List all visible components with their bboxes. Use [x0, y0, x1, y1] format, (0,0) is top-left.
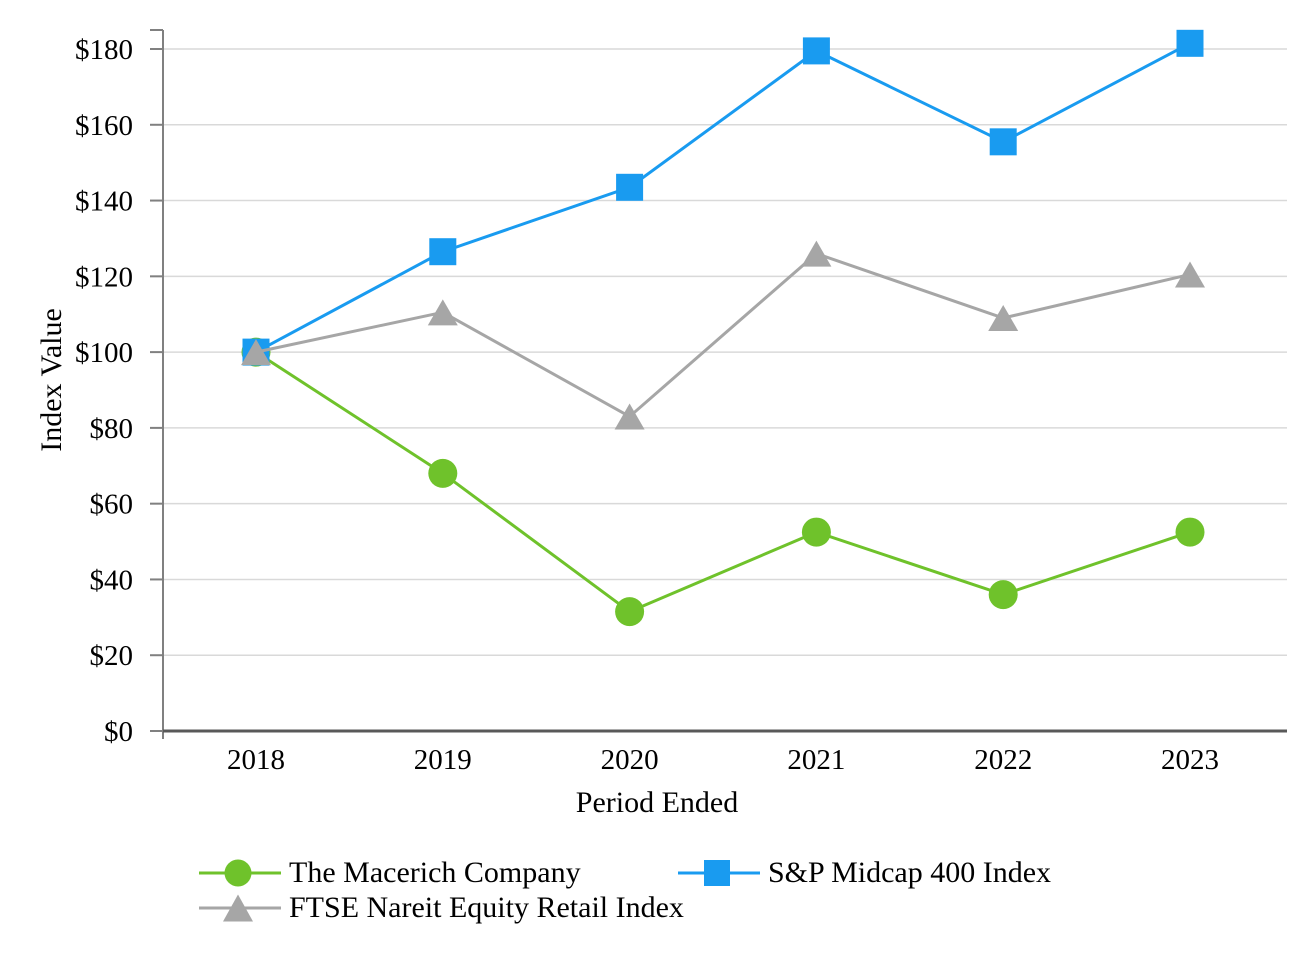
marker-the-macerich-company-2020 [615, 597, 645, 627]
legend-label: FTSE Nareit Equity Retail Index [289, 891, 684, 924]
y-axis-title: Index Value [35, 308, 68, 452]
marker-ftse-nareit-equity-retail-index-2023 [1175, 261, 1205, 288]
marker-ftse-nareit-equity-retail-index-2020 [614, 403, 645, 430]
x-tick-label: 2018 [227, 744, 285, 776]
legend-item-sp-midcap: S&P Midcap 400 Index [678, 855, 1051, 891]
marker-s-p-midcap-400-index-2022 [989, 128, 1017, 156]
series-line-ftse-nareit-equity-retail-index [255, 251, 1191, 419]
y-tick-label: $40 [90, 564, 134, 596]
x-tick-label: 2021 [787, 744, 845, 776]
square-marker-icon [678, 860, 760, 886]
marker-ftse-nareit-equity-retail-index-2021 [801, 240, 832, 267]
x-tick-label: 2019 [414, 744, 472, 776]
legend-label: S&P Midcap 400 Index [768, 856, 1052, 889]
marker-the-macerich-company-2021 [801, 517, 831, 547]
y-tick-label: $140 [75, 186, 133, 218]
legend-item-macerich: The Macerich Company [199, 855, 581, 891]
x-tick-label: 2022 [974, 744, 1032, 776]
y-tick-label: $100 [75, 337, 133, 369]
y-tick-label: $160 [75, 110, 133, 142]
series-line-the-macerich-company [255, 350, 1191, 614]
y-tick-label: $180 [75, 34, 133, 66]
chart-canvas: $0 $20 $40 $60 $80 $100 $120 $140 $160 $180 2018 20… [75, 29, 1287, 776]
legend-label: The Macerich Company [289, 856, 581, 889]
marker-s-p-midcap-400-index-2020 [616, 173, 644, 201]
series-line-s-p-midcap-400-index [255, 41, 1191, 354]
y-tick-label: $120 [75, 261, 133, 293]
x-axis-title: Period Ended [575, 786, 739, 819]
circle-marker-icon [199, 859, 281, 887]
y-tick-label: $0 [104, 716, 133, 748]
y-tick-label: $60 [90, 489, 134, 521]
x-tick-label: 2020 [601, 744, 659, 776]
marker-s-p-midcap-400-index-2019 [429, 238, 457, 266]
y-tick-label: $20 [90, 640, 134, 672]
legend-item-ftse-nareit: FTSE Nareit Equity Retail Index [199, 890, 684, 926]
marker-the-macerich-company-2023 [1175, 517, 1205, 547]
triangle-marker-icon [199, 894, 281, 922]
marker-s-p-midcap-400-index-2023 [1176, 29, 1204, 57]
x-tick-label: 2023 [1161, 744, 1219, 776]
marker-the-macerich-company-2019 [428, 458, 458, 488]
y-tick-label: $80 [90, 413, 134, 445]
marker-ftse-nareit-equity-retail-index-2022 [988, 305, 1019, 332]
marker-s-p-midcap-400-index-2021 [802, 37, 830, 65]
marker-the-macerich-company-2022 [988, 580, 1018, 610]
marker-ftse-nareit-equity-retail-index-2019 [427, 299, 458, 326]
marker-ftse-nareit-equity-retail-index-2018 [241, 339, 271, 366]
